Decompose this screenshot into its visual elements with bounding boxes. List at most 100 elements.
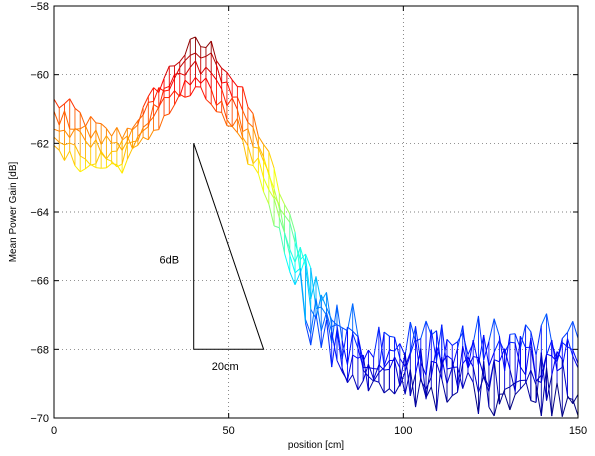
- series-line-segment: [53, 145, 60, 151]
- series-line-segment: [168, 74, 175, 87]
- annotations: 6dB 20cm: [159, 143, 265, 373]
- series-line-segment: [446, 338, 453, 346]
- series-line-segment: [509, 394, 516, 411]
- series-line-segment: [64, 98, 71, 105]
- series-line-segment: [556, 351, 563, 360]
- series-line-segment: [336, 325, 343, 360]
- series-line-segment: [231, 97, 238, 110]
- series-line-segment: [504, 393, 511, 411]
- series-line-segment: [252, 165, 259, 174]
- series-line-segment: [226, 119, 233, 128]
- series-line-segment: [174, 61, 181, 67]
- series-line-segment: [352, 354, 359, 359]
- series-line-segment: [58, 103, 65, 109]
- series-line-segment: [462, 372, 469, 389]
- x-tick-label: 150: [569, 425, 587, 437]
- series-line-segment: [74, 128, 81, 133]
- series-line-segment: [504, 334, 511, 371]
- series-line-segment: [404, 369, 411, 395]
- series-line-segment: [284, 204, 291, 215]
- x-tick-label: 50: [223, 425, 235, 437]
- series-line-segment: [556, 342, 563, 362]
- series-line-segment: [540, 367, 548, 417]
- series-line-segment: [431, 360, 437, 364]
- series-line-segment: [278, 227, 286, 254]
- series-line-segment: [142, 96, 149, 108]
- series-line-segment: [142, 126, 149, 132]
- series-line-segment: [551, 340, 558, 372]
- series-line-segment: [320, 312, 327, 332]
- series-line-segment: [399, 352, 406, 385]
- series-line-segment: [488, 318, 495, 342]
- series-line-segment: [184, 67, 191, 76]
- series-line-segment: [247, 163, 254, 167]
- series-line-segment: [331, 329, 338, 368]
- series-line-segment: [425, 386, 432, 398]
- series-line-segment: [242, 110, 249, 123]
- series-line-segment: [116, 127, 123, 140]
- series-line-segment: [341, 368, 348, 383]
- series-line-segment: [221, 112, 228, 126]
- series-line-segment: [284, 253, 291, 272]
- series-line-segment: [388, 356, 396, 370]
- series-line-segment: [163, 89, 170, 92]
- series-line-segment: [525, 324, 532, 332]
- series-line-segment: [383, 388, 390, 394]
- series-line-segment: [462, 346, 469, 369]
- series-line-segment: [273, 188, 280, 209]
- series-line-segment: [462, 325, 469, 368]
- series-line-segment: [540, 354, 548, 383]
- series-line-segment: [257, 135, 265, 145]
- series-line-segment: [85, 158, 92, 166]
- series-line-segment: [352, 303, 359, 336]
- series-line-segment: [567, 321, 574, 333]
- series-line-segment: [472, 382, 479, 414]
- series-line-segment: [163, 85, 170, 89]
- series-line-segment: [509, 341, 516, 344]
- series-line-segment: [69, 98, 76, 109]
- series-line-segment: [294, 247, 301, 263]
- series-line-segment: [69, 150, 76, 166]
- series-line-segment: [195, 77, 202, 84]
- axis-ticks: 0 50 100 150 −70 −68 −66 −64 −62 −60 −58: [30, 1, 587, 437]
- series-line-segment: [268, 189, 275, 199]
- series-line-segment: [289, 271, 296, 285]
- series-line-segment: [509, 369, 516, 392]
- series-line-segment: [373, 372, 380, 382]
- series-line-segment: [257, 173, 265, 193]
- series-line-segment: [378, 382, 385, 394]
- series-line-segment: [121, 140, 128, 151]
- series-line-segment: [394, 384, 401, 395]
- series-line-segment: [430, 386, 438, 412]
- series-line-segment: [436, 357, 443, 412]
- series-line-segment: [441, 339, 448, 371]
- series-line-segment: [59, 129, 65, 132]
- series-line-segment: [53, 136, 60, 143]
- series-line-segment: [430, 329, 438, 362]
- series-line-segment: [147, 116, 154, 124]
- series-line-segment: [530, 370, 537, 386]
- series-line-segment: [163, 65, 170, 79]
- series-line-segment: [200, 46, 207, 49]
- series-line-segment: [519, 324, 527, 349]
- series-line-segment: [514, 388, 521, 395]
- series-line-segment: [362, 363, 369, 382]
- series-line-segment: [373, 379, 380, 383]
- series-line-segment: [195, 36, 202, 47]
- series-line-segment: [404, 352, 411, 367]
- series-line-segment: [310, 313, 317, 346]
- series-line-segment: [216, 100, 222, 106]
- slope-triangle: [193, 143, 265, 350]
- series-line-segment: [74, 107, 81, 113]
- series-line-segment: [289, 254, 296, 273]
- series-line-segment: [446, 367, 453, 370]
- series-group: [53, 36, 579, 417]
- series-line-segment: [383, 349, 390, 367]
- series-line-segment: [320, 292, 327, 302]
- series-line-segment: [79, 155, 86, 160]
- series-line-segment: [95, 151, 102, 164]
- series-line-segment: [132, 144, 139, 149]
- series-line-segment: [106, 163, 112, 169]
- series-line-segment: [305, 319, 312, 334]
